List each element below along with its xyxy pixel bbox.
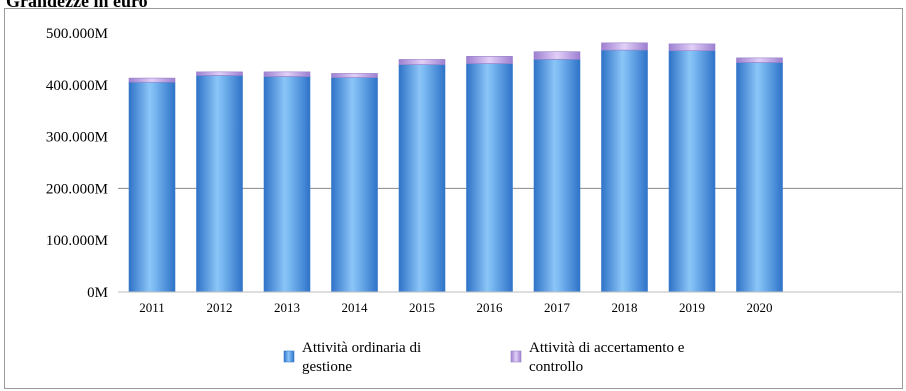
x-tick-label: 2017 (544, 300, 571, 315)
bar-ordinaria-2020 (736, 62, 783, 293)
bar-ordinaria-2011 (128, 81, 176, 293)
x-tick-label: 2018 (612, 300, 638, 315)
bar-accertamento-2020 (736, 57, 783, 63)
bar-accertamento-2019 (668, 43, 716, 51)
y-tick-label: 500.000M (46, 26, 108, 42)
y-tick-label: 200.000M (46, 181, 108, 197)
bar-accertamento-2015 (398, 59, 446, 65)
legend-label: Attività di accertamento e (529, 340, 685, 356)
bar-ordinaria-2017 (533, 59, 581, 293)
bar-ordinaria-2015 (398, 64, 446, 293)
bar-accertamento-2011 (128, 77, 176, 83)
bar-accertamento-2016 (466, 56, 513, 64)
bar-ordinaria-2018 (601, 49, 648, 293)
x-tick-label: 2016 (477, 300, 504, 315)
y-axis-ticks: 0M 100.000M 200.000M 300.000M 400.000M 500.00… (46, 26, 108, 301)
x-tick-label: 2011 (139, 300, 165, 315)
x-tick-label: 2014 (342, 300, 369, 315)
y-tick-label: 400.000M (46, 78, 108, 94)
legend-swatch-accertamento (510, 350, 522, 363)
y-tick-label: 300.000M (46, 130, 108, 146)
bar-accertamento-2017 (533, 51, 581, 60)
x-tick-label: 2013 (274, 300, 300, 315)
bar-accertamento-2014 (331, 73, 378, 78)
y-tick-label: 0M (87, 285, 108, 301)
x-tick-label: 2020 (747, 300, 773, 315)
x-tick-label: 2012 (207, 300, 233, 315)
bar-accertamento-2013 (263, 71, 311, 77)
x-tick-label: 2015 (409, 300, 435, 315)
bar-accertamento-2018 (601, 42, 648, 51)
bar-ordinaria-2012 (196, 75, 243, 293)
legend-swatch-ordinaria (283, 350, 295, 363)
legend-label: gestione (302, 359, 352, 375)
y-tick-label: 100.000M (46, 233, 108, 249)
bar-ordinaria-2014 (331, 77, 378, 293)
legend-label: controllo (529, 359, 583, 375)
x-axis-ticks: 2011 2012 2013 2014 2015 2016 2017 2018 2019 2020 (118, 291, 903, 315)
bar-ordinaria-2019 (668, 50, 716, 293)
legend: Attività ordinaria di gestione Attività di… (283, 340, 685, 375)
x-tick-label: 2019 (679, 300, 705, 315)
bars (128, 42, 783, 293)
page-title: Grandezze in euro (6, 0, 148, 11)
bar-accertamento-2012 (196, 71, 243, 76)
bar-ordinaria-2013 (263, 76, 311, 293)
bar-ordinaria-2016 (466, 63, 513, 293)
legend-label: Attività ordinaria di (302, 340, 421, 356)
